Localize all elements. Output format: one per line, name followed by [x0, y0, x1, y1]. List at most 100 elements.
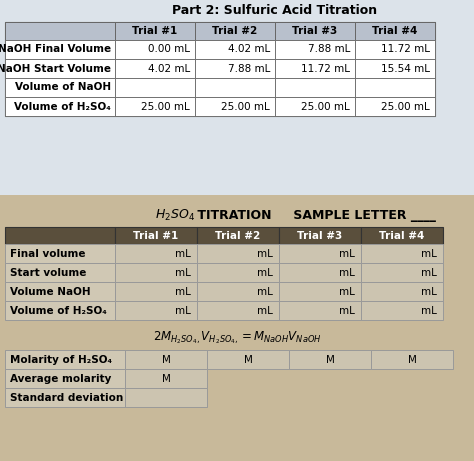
Text: mL: mL	[421, 306, 437, 315]
Bar	[5, 263, 115, 282]
Bar	[115, 78, 195, 97]
Bar	[275, 97, 355, 116]
Text: mL: mL	[175, 286, 191, 296]
Text: 25.00 mL: 25.00 mL	[301, 101, 350, 112]
Text: 25.00 mL: 25.00 mL	[221, 101, 270, 112]
Text: mL: mL	[339, 248, 355, 259]
Text: M: M	[408, 355, 417, 365]
Text: TITRATION     SAMPLE LETTER ____: TITRATION SAMPLE LETTER ____	[193, 208, 436, 221]
Bar	[371, 350, 453, 369]
Text: M: M	[244, 355, 253, 365]
Bar	[5, 22, 435, 116]
Bar	[195, 40, 275, 59]
Text: Molarity of H₂SO₄: Molarity of H₂SO₄	[10, 355, 112, 365]
Bar	[5, 282, 115, 301]
Text: Trial #4: Trial #4	[379, 230, 425, 241]
Bar	[275, 40, 355, 59]
Bar	[125, 388, 207, 407]
Bar	[115, 40, 195, 59]
Text: M: M	[162, 373, 171, 384]
Bar	[115, 22, 195, 40]
Text: Trial #2: Trial #2	[215, 230, 261, 241]
Text: mL: mL	[421, 286, 437, 296]
Text: Volume NaOH: Volume NaOH	[10, 286, 91, 296]
Text: 15.54 mL: 15.54 mL	[381, 64, 430, 73]
Bar	[115, 227, 197, 244]
Text: mL: mL	[421, 248, 437, 259]
Bar	[197, 263, 279, 282]
Bar	[361, 263, 443, 282]
Text: mL: mL	[257, 267, 273, 278]
Bar	[0, 0, 474, 195]
Text: 7.88 mL: 7.88 mL	[308, 45, 350, 54]
Text: Trial #1: Trial #1	[133, 230, 179, 241]
Bar	[197, 227, 279, 244]
Bar	[289, 350, 371, 369]
Text: $\mathit{H_2SO_4}$: $\mathit{H_2SO_4}$	[155, 207, 195, 223]
Text: Trial #1: Trial #1	[132, 26, 178, 36]
Text: Average molarity: Average molarity	[10, 373, 111, 384]
Text: mL: mL	[339, 267, 355, 278]
Text: 25.00 mL: 25.00 mL	[141, 101, 190, 112]
Bar	[5, 59, 115, 78]
Bar	[5, 97, 115, 116]
Text: Volume of H₂SO₄: Volume of H₂SO₄	[10, 306, 107, 315]
Bar	[361, 282, 443, 301]
Bar	[361, 244, 443, 263]
Bar	[195, 97, 275, 116]
Text: 11.72 mL: 11.72 mL	[301, 64, 350, 73]
Text: mL: mL	[257, 286, 273, 296]
Bar	[361, 227, 443, 244]
Bar	[355, 78, 435, 97]
Bar	[5, 350, 125, 369]
Bar	[195, 22, 275, 40]
Text: M: M	[162, 355, 171, 365]
Bar	[275, 78, 355, 97]
Text: Final volume: Final volume	[10, 248, 85, 259]
Text: Volume of NaOH: Volume of NaOH	[15, 83, 111, 93]
Text: mL: mL	[421, 267, 437, 278]
Text: 11.72 mL: 11.72 mL	[381, 45, 430, 54]
Bar	[125, 350, 207, 369]
Bar	[5, 227, 115, 244]
Bar	[5, 301, 115, 320]
Bar	[115, 263, 197, 282]
Text: Volume of H₂SO₄: Volume of H₂SO₄	[14, 101, 111, 112]
Text: Standard deviation: Standard deviation	[10, 392, 123, 402]
Bar	[115, 97, 195, 116]
Bar	[115, 301, 197, 320]
Bar	[279, 301, 361, 320]
Bar	[115, 59, 195, 78]
Bar	[5, 78, 115, 97]
Text: Trial #4: Trial #4	[372, 26, 418, 36]
Text: Part 2: Sulfuric Acid Titration: Part 2: Sulfuric Acid Titration	[173, 5, 378, 18]
Text: 0.00 mL: 0.00 mL	[148, 45, 190, 54]
Bar	[355, 59, 435, 78]
Bar	[355, 97, 435, 116]
Text: $2M_{H_2SO_4,}V_{H_2SO_4,} = M_{NaOH}V_{NaOH}$: $2M_{H_2SO_4,}V_{H_2SO_4,} = M_{NaOH}V_{…	[153, 330, 321, 346]
Text: Trial #3: Trial #3	[292, 26, 337, 36]
Bar	[279, 282, 361, 301]
Text: 7.88 mL: 7.88 mL	[228, 64, 270, 73]
Bar	[5, 40, 115, 59]
Bar	[115, 244, 197, 263]
Bar	[275, 22, 355, 40]
Text: NaOH Final Volume: NaOH Final Volume	[0, 45, 111, 54]
Text: Trial #3: Trial #3	[297, 230, 343, 241]
Text: mL: mL	[175, 267, 191, 278]
Text: M: M	[326, 355, 335, 365]
Bar	[275, 59, 355, 78]
Text: NaOH Start Volume: NaOH Start Volume	[0, 64, 111, 73]
Bar	[279, 244, 361, 263]
Bar	[197, 244, 279, 263]
Text: mL: mL	[257, 306, 273, 315]
Bar	[355, 22, 435, 40]
Bar	[115, 282, 197, 301]
Bar	[361, 301, 443, 320]
Bar	[197, 282, 279, 301]
Text: mL: mL	[175, 248, 191, 259]
Bar	[279, 263, 361, 282]
Text: 25.00 mL: 25.00 mL	[381, 101, 430, 112]
Text: Start volume: Start volume	[10, 267, 86, 278]
Text: 4.02 mL: 4.02 mL	[148, 64, 190, 73]
